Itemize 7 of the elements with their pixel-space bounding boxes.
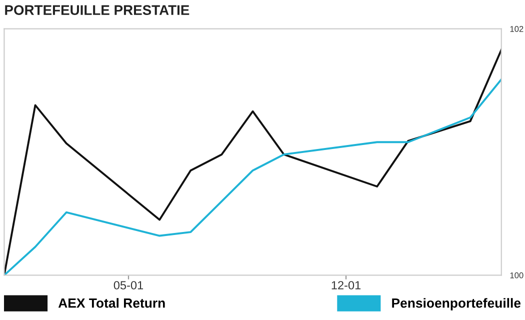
chart-title: PORTEFEUILLE PRESTATIE [5, 5, 190, 15]
x-tick-label: 12-01 [332, 281, 361, 290]
legend-label: AEX Total Return [58, 298, 165, 308]
legend-label: Pensioenportefeuille [392, 298, 521, 310]
y-tick-label: 100 [510, 272, 524, 278]
y-tick-label: 102 [510, 26, 524, 32]
x-tick-label: 05-01 [114, 281, 144, 290]
